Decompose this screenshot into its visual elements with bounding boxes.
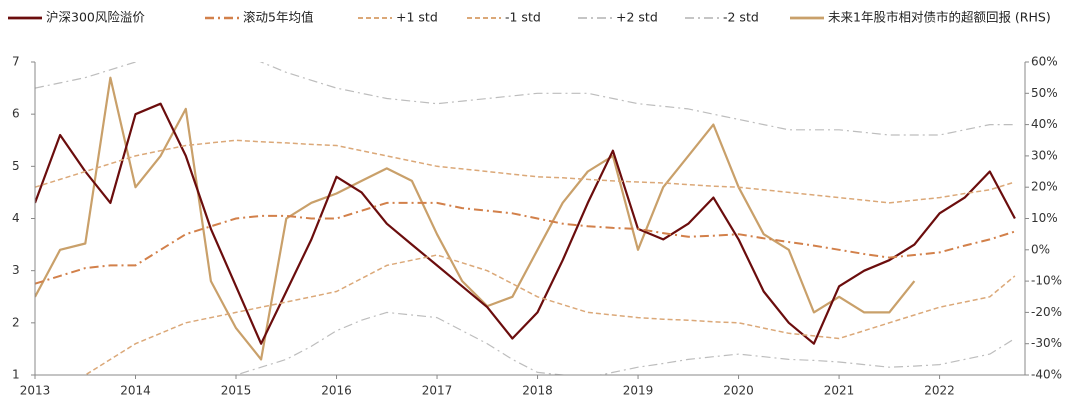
x-tick-label: 2016 [321,384,352,398]
legend-label: +2 std [616,10,658,25]
y2-tick-label: -20% [1031,305,1062,319]
series-line [83,254,1016,375]
y2-tick-label: 0% [1031,242,1050,256]
y-tick-label: 7 [12,55,20,69]
x-tick-label: 2019 [623,384,654,398]
y2-tick-label: 20% [1031,180,1058,194]
legend-label: 滚动5年均值 [243,10,313,25]
y2-tick-label: -10% [1031,274,1062,288]
x-tick-label: 2020 [723,384,754,398]
series-line [35,139,1016,204]
series-line [35,201,1016,285]
y-tick-label: 3 [12,263,20,277]
legend-label: +1 std [396,10,438,25]
legend-label: 未来1年股市相对债市的超额回报 (RHS) [828,10,1051,25]
x-tick-label: 2022 [924,384,955,398]
y-tick-label: 2 [12,315,20,329]
legend-label: 沪深300风险溢价 [46,10,145,25]
y2-tick-label: 50% [1031,86,1058,100]
y-tick-label: 5 [12,159,20,173]
y-tick-label: 6 [12,107,20,121]
y2-tick-label: 60% [1031,55,1058,69]
x-tick-label: 2015 [221,384,252,398]
y-tick-label: 1 [12,368,20,382]
x-tick-label: 2013 [20,384,51,398]
series-line [35,76,916,361]
x-tick-label: 2014 [120,384,151,398]
y2-tick-label: 40% [1031,117,1058,131]
y-tick-label: 4 [12,211,20,225]
y2-tick-label: 10% [1031,211,1058,225]
series-lines [35,62,1016,375]
y2-tick-label: -30% [1031,336,1062,350]
legend-label: -1 std [505,10,541,25]
series-line [230,311,1016,375]
y2-tick-label: -40% [1031,368,1062,382]
x-tick-label: 2018 [522,384,553,398]
x-tick-label: 2021 [824,384,855,398]
axes: 1 2 3 4 5 6 7 -40% -30% -20% -10% 0% 10% 20% 30% 40% 50%… [12,55,1062,398]
series-line [35,62,1015,136]
legend-label: -2 std [723,10,759,25]
y2-tick-label: 30% [1031,148,1058,162]
legend: 沪深300风险溢价 滚动5年均值 +1 std -1 std +2 std -2 std 未… [8,10,1051,25]
x-tick-label: 2017 [422,384,453,398]
series-line [35,102,1016,345]
